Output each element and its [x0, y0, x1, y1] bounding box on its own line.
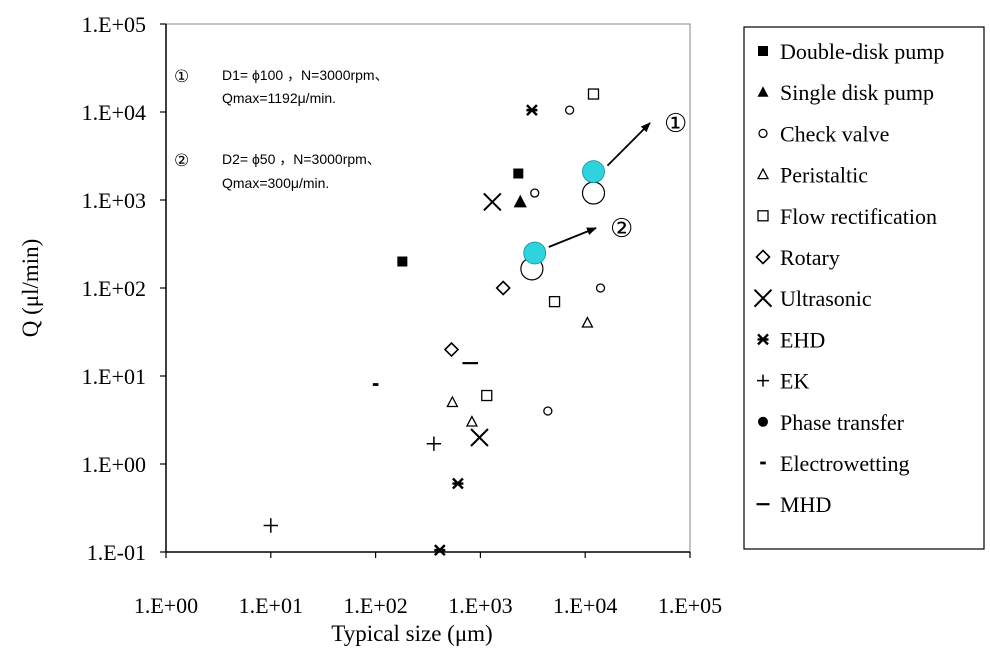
- point-ehd: [526, 104, 538, 116]
- legend-label: Flow rectification: [780, 204, 937, 229]
- x-axis-title: Typical size (μm): [331, 621, 492, 646]
- y-tick-label: 1.E+01: [82, 364, 146, 389]
- legend-marker: [757, 210, 769, 222]
- highlighted-points: ①②: [520, 109, 687, 281]
- legend-item-flow-rectification: Flow rectification: [757, 204, 937, 229]
- legend-item-double-disk-pump: Double-disk pump: [758, 39, 944, 64]
- x-tick-label: 1.E+05: [658, 593, 722, 618]
- legend-marker: [758, 416, 768, 427]
- legend-marker: [758, 128, 768, 139]
- y-tick-label: 1.E+03: [82, 188, 146, 213]
- legend-item-electrowetting: Electrowetting: [760, 451, 910, 476]
- point-rotary: [495, 280, 511, 296]
- callout-arrow: [606, 122, 651, 167]
- point-ultrasonic: [483, 192, 502, 212]
- callout-number: ①: [664, 109, 687, 139]
- legend-item-ek: EK: [757, 369, 809, 394]
- legend-label: Rotary: [780, 245, 840, 270]
- y-axis-title: Q (μl/min): [18, 239, 43, 338]
- legend-item-peristaltic: Peristaltic: [756, 163, 868, 188]
- y-tick-label: 1.E+04: [82, 100, 146, 125]
- y-tick-label: 1.E-01: [87, 540, 146, 565]
- x-tick-label: 1.E+03: [448, 593, 512, 618]
- point-mhd: [462, 362, 479, 365]
- highlight-filled-circle: [582, 160, 605, 184]
- legend-box: [743, 26, 985, 550]
- point-ultrasonic: [470, 428, 489, 447]
- annotation-1-line2: Qmax=1192μ/min.: [222, 90, 336, 106]
- annotation-2-line1: D2= ϕ50 ，N=3000rpm、: [222, 151, 381, 167]
- point-check-valve: [530, 188, 540, 198]
- legend-marker: [760, 461, 766, 465]
- point-peristaltic: [465, 415, 478, 427]
- point-ek: [426, 436, 442, 451]
- legend-marker: [757, 333, 769, 346]
- callout-number: ②: [610, 214, 633, 244]
- callout-arrow: [548, 227, 597, 248]
- point-check-valve: [543, 406, 553, 416]
- annotation-2-number: ②: [174, 151, 189, 171]
- legend-label: Double-disk pump: [780, 39, 944, 64]
- point-ehd: [433, 544, 446, 556]
- point-flow-rectification: [587, 88, 600, 100]
- point-rotary: [443, 341, 460, 358]
- legend-label: EK: [780, 369, 809, 394]
- legend-marker: [756, 167, 770, 180]
- legend-item-check-valve: Check valve: [758, 121, 889, 146]
- legend-marker: [755, 249, 771, 265]
- x-tick-label: 1.E+01: [239, 593, 303, 618]
- legend-label: Electrowetting: [780, 451, 910, 476]
- legend-label: Single disk pump: [780, 80, 934, 105]
- x-tick-label: 1.E+00: [134, 593, 198, 618]
- legend-marker: [758, 46, 768, 56]
- point-ehd: [452, 477, 464, 490]
- axis-ticks: 1.E+00 1.E+01 1.E+02 1.E+03 1.E+04 1.E+05 1.E-…: [82, 12, 723, 618]
- legend-item-ultrasonic: Ultrasonic: [753, 286, 872, 311]
- point-check-valve: [595, 283, 606, 293]
- highlight-2: ②: [520, 214, 633, 281]
- legend: Double-disk pump Single disk pump Check va…: [753, 39, 944, 517]
- legend-item-ehd: EHD: [757, 327, 825, 352]
- legend-label: EHD: [780, 327, 825, 352]
- data-points: [263, 88, 606, 556]
- legend-item-single-disk-pump: Single disk pump: [757, 80, 934, 105]
- legend-item-rotary: Rotary: [755, 245, 840, 270]
- point-flow-rectification: [548, 295, 561, 308]
- legend-label: Phase transfer: [780, 410, 905, 435]
- point-peristaltic: [446, 395, 459, 408]
- annotation-1-number: ①: [174, 67, 189, 87]
- point-peristaltic: [581, 316, 594, 328]
- point-double-disk-pump: [513, 168, 524, 179]
- point-check-valve: [564, 105, 575, 115]
- legend-marker: [756, 503, 770, 506]
- point-double-disk-pump: [397, 256, 408, 267]
- y-tick-label: 1.E+05: [82, 12, 146, 37]
- legend-label: Ultrasonic: [780, 286, 872, 311]
- y-tick-label: 1.E+00: [82, 452, 146, 477]
- annotation-1-line1: D1= ϕ100 ，N=3000rpm、: [222, 67, 389, 83]
- legend-label: Peristaltic: [780, 163, 868, 188]
- legend-item-phase-transfer: Phase transfer: [758, 410, 905, 435]
- legend-marker: [757, 86, 769, 97]
- point-single-disk-pump: [513, 194, 527, 208]
- point-flow-rectification: [481, 389, 493, 402]
- annotation-2-line2: Qmax=300μ/min.: [222, 175, 329, 191]
- highlight-1: ①: [581, 109, 687, 205]
- y-tick-label: 1.E+02: [82, 276, 146, 301]
- highlight-open-circle: [581, 181, 606, 205]
- point-electrowetting: [372, 383, 379, 386]
- x-tick-label: 1.E+02: [343, 593, 407, 618]
- point-ek: [263, 518, 278, 533]
- legend-item-mhd: MHD: [756, 492, 831, 517]
- legend-marker: [753, 288, 773, 308]
- legend-marker: [757, 374, 769, 387]
- highlight-filled-circle: [523, 241, 547, 265]
- legend-label: Check valve: [780, 121, 889, 146]
- legend-label: MHD: [780, 492, 831, 517]
- x-tick-label: 1.E+04: [553, 593, 617, 618]
